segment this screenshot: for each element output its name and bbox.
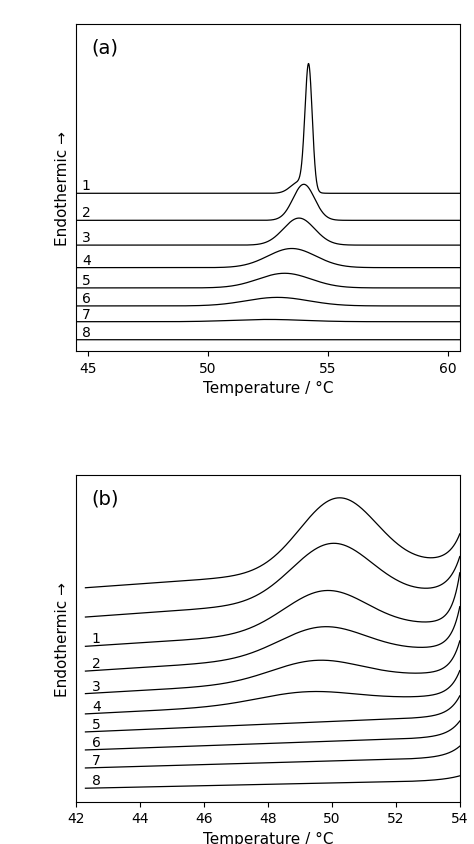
Text: 6: 6: [92, 735, 100, 749]
Text: 8: 8: [92, 773, 100, 787]
Text: 3: 3: [82, 231, 91, 245]
Text: (b): (b): [91, 489, 118, 507]
Text: 8: 8: [82, 326, 91, 339]
Text: 7: 7: [92, 753, 100, 767]
Y-axis label: Endothermic →: Endothermic →: [55, 131, 70, 246]
Y-axis label: Endothermic →: Endothermic →: [55, 582, 70, 696]
X-axis label: Temperature / °C: Temperature / °C: [202, 831, 333, 844]
Text: 2: 2: [92, 657, 100, 670]
Text: 5: 5: [92, 717, 100, 731]
X-axis label: Temperature / °C: Temperature / °C: [202, 381, 333, 396]
Text: (a): (a): [91, 38, 118, 57]
Text: 5: 5: [82, 273, 91, 288]
Text: 2: 2: [82, 206, 91, 220]
Text: 1: 1: [82, 179, 91, 193]
Text: 4: 4: [82, 253, 91, 268]
Text: 7: 7: [82, 307, 91, 322]
Text: 3: 3: [92, 679, 100, 693]
Text: 6: 6: [82, 292, 91, 306]
Text: 1: 1: [92, 631, 100, 646]
Text: 4: 4: [92, 699, 100, 713]
